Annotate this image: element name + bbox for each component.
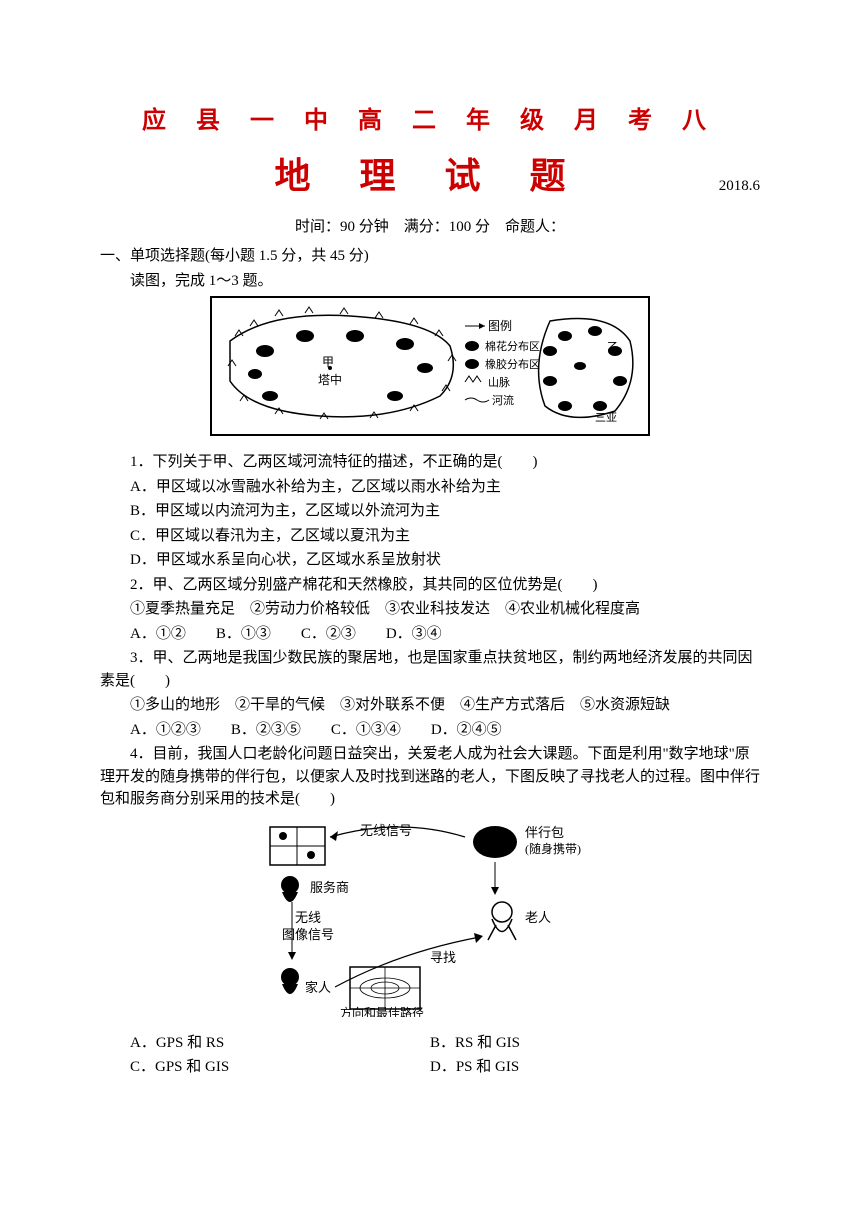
q3-statements: ①多山的地形 ②干旱的气候 ③对外联系不便 ④生产方式落后 ⑤水资源短缺 xyxy=(100,694,760,717)
fig1-label-yi: 乙 xyxy=(607,340,619,354)
q4-opt-a: A．GPS 和 RS xyxy=(100,1032,430,1055)
q1-stem: 1．下列关于甲、乙两区域河流特征的描述，不正确的是( ) xyxy=(100,451,760,474)
exam-date: 2018.6 xyxy=(719,178,760,195)
figure-2-flowchart: 服务商 无线信号 伴行包 (随身携带) 老人 无线 图像信号 家人 方 xyxy=(100,817,760,1022)
fig2-node-bag2: (随身携带) xyxy=(525,841,581,856)
q4-stem: 4．目前，我国人口老龄化问题日益突出，关爱老人成为社会大课题。下面是利用"数字地… xyxy=(100,743,760,811)
q1-opt-a: A．甲区域以冰雪融水补给为主，乙区域以雨水补给为主 xyxy=(100,476,760,499)
fig2-edge-wireless: 无线信号 xyxy=(360,823,412,838)
q3-stem: 3．甲、乙两地是我国少数民族的聚居地，也是国家重点扶贫地区，制约两地经济发展的共… xyxy=(100,647,760,692)
fig2-edge-direction: 方向和最佳路径 xyxy=(340,1005,424,1017)
q1-opt-c: C．甲区域以春汛为主，乙区域以夏汛为主 xyxy=(100,525,760,548)
subtitle-row: 地 理 试 题 2018.6 xyxy=(100,147,760,199)
q3-options: A．①②③ B．②③⑤ C．①③④ D．②④⑤ xyxy=(100,719,760,742)
q2-stem: 2．甲、乙两区域分别盛产棉花和天然橡胶，其共同的区位优势是( ) xyxy=(100,574,760,597)
figure-1-map: 甲 塔中 乙 三亚 图例 棉花分布区 橡胶分布区 山脉 河流 xyxy=(100,296,760,441)
q4-options-row2: C．GPS 和 GIS D．PS 和 GIS xyxy=(100,1056,760,1079)
exam-subject-title: 地 理 试 题 xyxy=(274,147,585,199)
fig1-legend-river: 河流 xyxy=(492,393,514,407)
fig1-label-jia: 甲 xyxy=(322,355,334,369)
fig1-label-tazhong: 塔中 xyxy=(318,372,342,387)
fig1-label-sanya: 三亚 xyxy=(595,412,617,424)
exam-school-title: 应 县 一 中 高 二 年 级 月 考 八 xyxy=(100,100,760,135)
section-1-intro: 读图，完成 1～3 题。 xyxy=(100,269,760,290)
fig2-edge-image2: 图像信号 xyxy=(282,927,334,942)
fig2-edge-image1: 无线 xyxy=(295,910,321,925)
q1-opt-b: B．甲区域以内流河为主，乙区域以外流河为主 xyxy=(100,500,760,523)
q4-options-row1: A．GPS 和 RS B．RS 和 GIS xyxy=(100,1032,760,1055)
fig1-legend-cotton: 棉花分布区 xyxy=(485,339,540,353)
fig2-node-bag1: 伴行包 xyxy=(525,825,564,840)
fig2-edge-search: 寻找 xyxy=(430,950,456,965)
fig1-legend-mountain: 山脉 xyxy=(488,375,510,389)
q2-statements: ①夏季热量充足 ②劳动力价格较低 ③农业科技发达 ④农业机械化程度高 xyxy=(100,598,760,621)
fig2-node-family: 家人 xyxy=(305,980,331,995)
q1-opt-d: D．甲区域水系呈向心状，乙区域水系呈放射状 xyxy=(100,549,760,572)
q2-options: A．①② B．①③ C．②③ D．③④ xyxy=(100,623,760,646)
q4-opt-d: D．PS 和 GIS xyxy=(430,1056,760,1079)
fig1-legend-title: 图例 xyxy=(488,319,512,333)
fig2-node-service: 服务商 xyxy=(310,880,349,895)
exam-meta: 时间：90 分钟 满分：100 分 命题人： xyxy=(100,215,760,236)
q4-opt-c: C．GPS 和 GIS xyxy=(100,1056,430,1079)
q4-opt-b: B．RS 和 GIS xyxy=(430,1032,760,1055)
fig2-node-elder: 老人 xyxy=(525,910,551,925)
fig1-legend-rubber: 橡胶分布区 xyxy=(485,357,540,371)
section-1-header: 一、单项选择题(每小题 1.5 分，共 45 分) xyxy=(100,244,760,265)
